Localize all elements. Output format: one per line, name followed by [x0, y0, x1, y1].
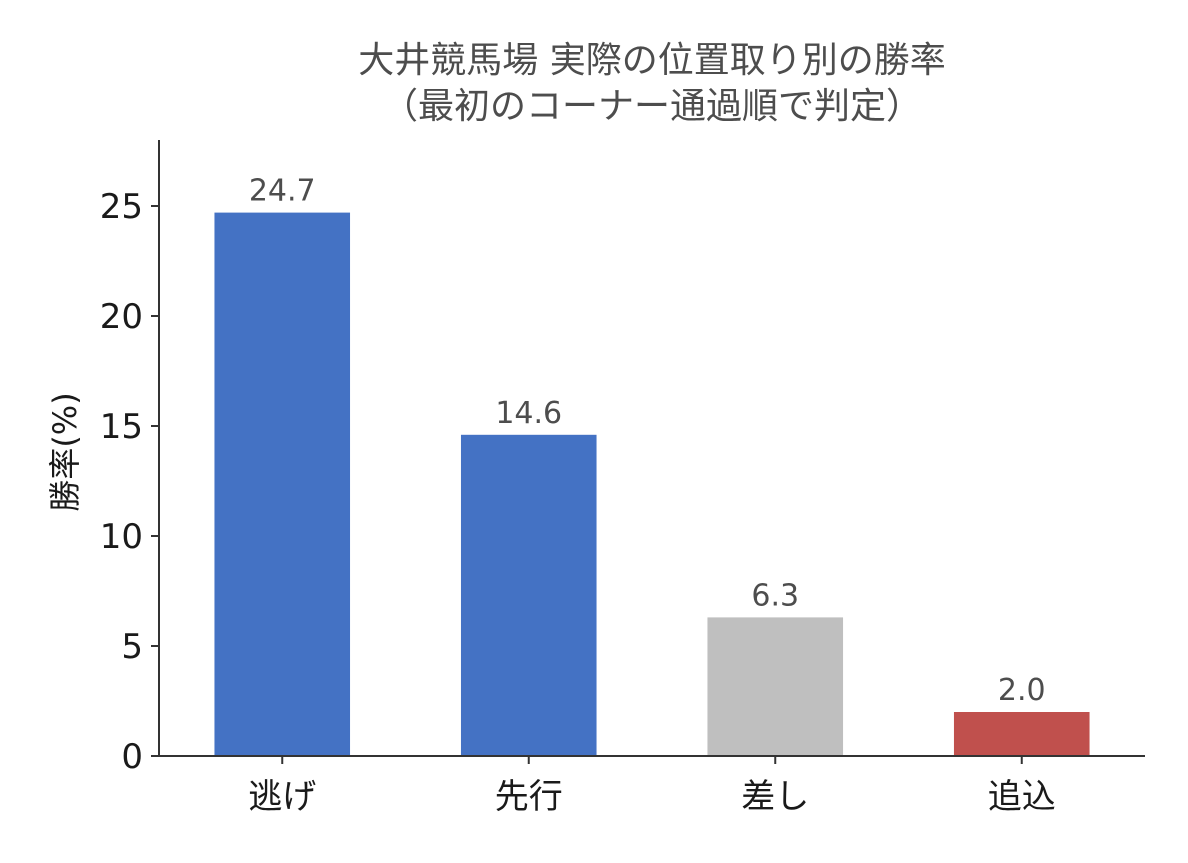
y-tick-label-5: 20 [100, 297, 143, 337]
y-tick-label-4: 15 [100, 407, 143, 447]
bar-4 [953, 712, 1090, 756]
plot-area: 24.7 逃げ 14.6 先行 6.3 差し 2.0 追込 0 5 10 15 20 25 [100, 140, 1145, 817]
x-tick-label-4: 追込 [988, 777, 1056, 817]
chart-title-line2: （最初のコーナー通過順で判定） [382, 86, 922, 127]
bar-3 [707, 617, 844, 756]
y-axis-label: 勝率(%) [46, 392, 84, 511]
y-tick-label-1: 0 [121, 737, 143, 777]
bar-1 [214, 212, 351, 757]
x-tick-label-3: 差し [741, 777, 809, 817]
x-tick-label-1: 逃げ [248, 777, 316, 817]
y-tick-label-6: 25 [100, 187, 143, 227]
bar-value-label-2: 14.6 [495, 396, 562, 431]
bar-value-label-1: 24.7 [249, 174, 316, 209]
bar-value-label-3: 6.3 [751, 578, 799, 613]
bar-value-label-4: 2.0 [998, 673, 1046, 708]
y-tick-label-3: 10 [100, 517, 143, 557]
y-tick-label-2: 5 [121, 627, 143, 667]
bar-2 [460, 434, 597, 756]
chart-title-line1: 大井競馬場 実際の位置取り別の勝率 [358, 40, 945, 81]
x-tick-label-2: 先行 [495, 777, 563, 817]
